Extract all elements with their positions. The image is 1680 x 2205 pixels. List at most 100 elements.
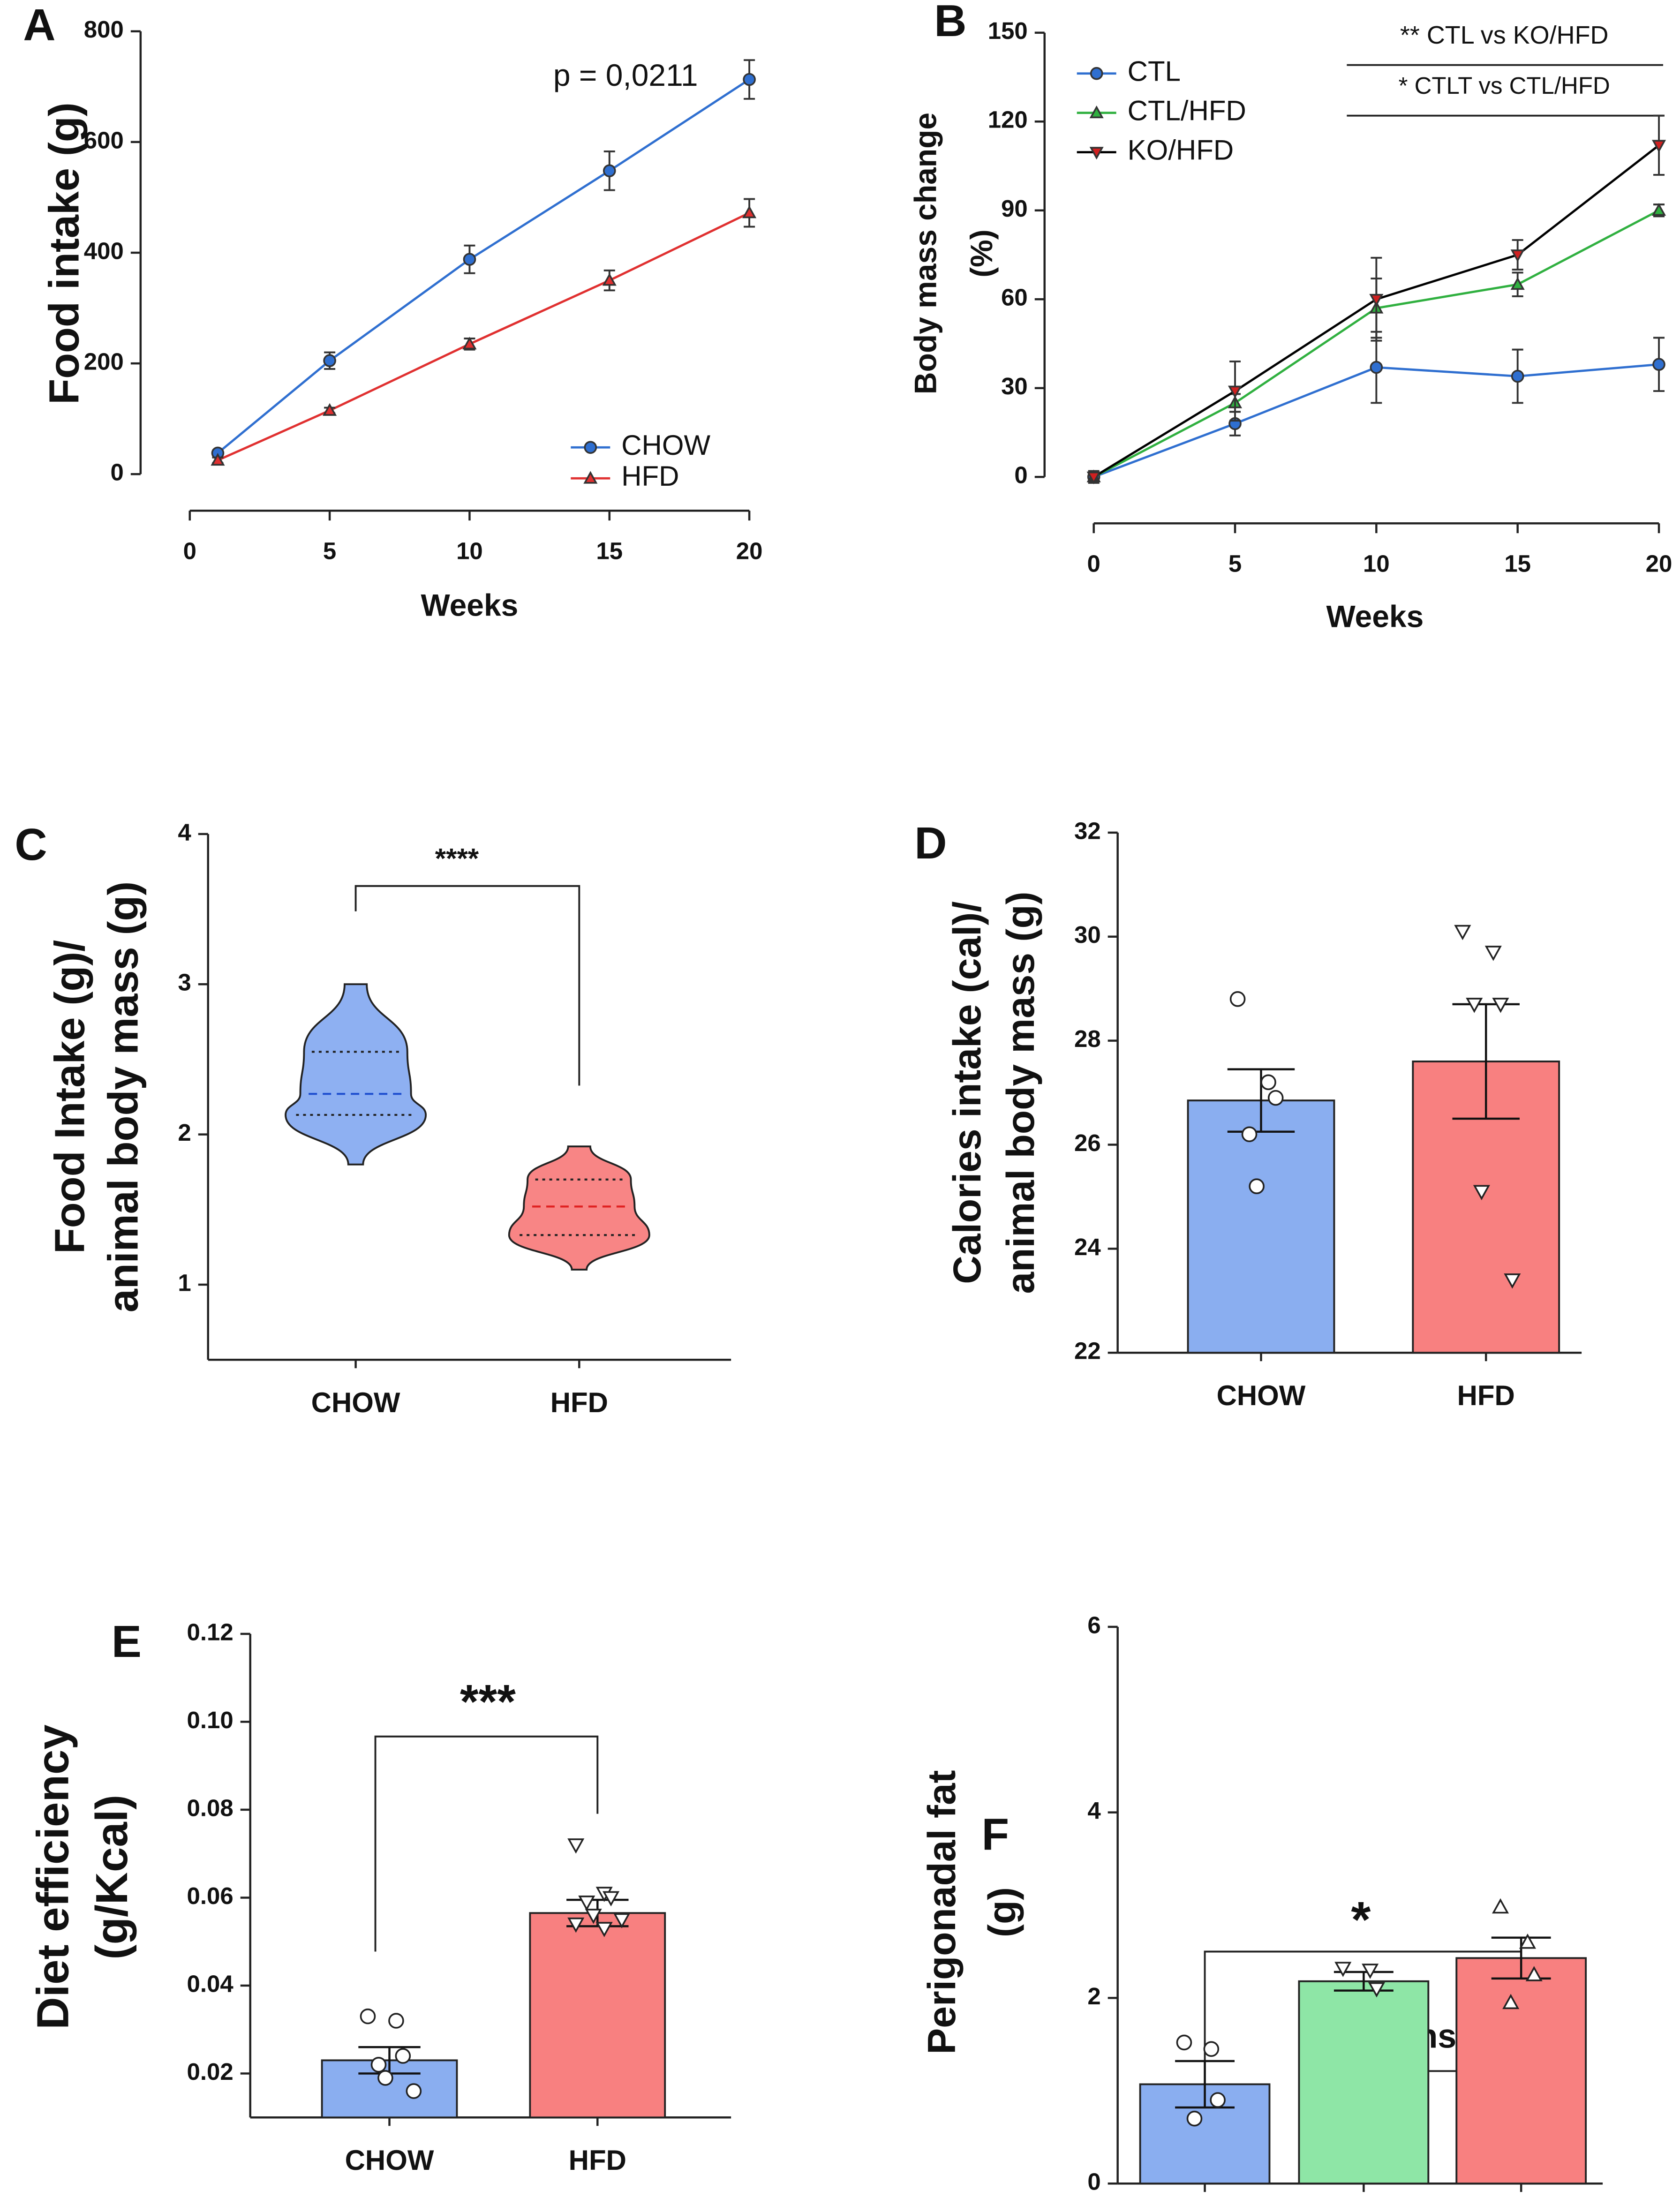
data-point <box>463 253 476 266</box>
y-tick-label: 400 <box>84 237 124 264</box>
legend-label: CHOW <box>621 429 710 461</box>
y-tick-label: 600 <box>84 127 124 153</box>
x-tick-label: 0 <box>183 538 196 564</box>
y-axis-label: Body mass change <box>908 113 942 394</box>
y-tick-label: 30 <box>1074 921 1101 948</box>
data-point <box>1249 1178 1265 1194</box>
y-tick-label: 0.04 <box>187 1970 234 1997</box>
y-axis-label: Diet efficiency <box>28 1724 78 2029</box>
y-tick-label: 24 <box>1074 1234 1101 1260</box>
x-tick-label: 20 <box>1646 550 1672 577</box>
y-tick-label: 28 <box>1074 1025 1101 1052</box>
y-tick-label: 200 <box>84 348 124 375</box>
bar <box>529 1912 666 2119</box>
y-axis-label: (g) <box>980 1887 1024 1937</box>
data-point <box>1086 471 1101 484</box>
x-tick-label: CHOW <box>345 2145 434 2176</box>
data-point <box>1210 2092 1226 2108</box>
y-tick-label: 0.12 <box>187 1618 234 1645</box>
data-point <box>1176 2034 1192 2051</box>
data-point <box>1229 991 1246 1007</box>
y-tick-label: 150 <box>988 17 1028 44</box>
y-tick-label: 0 <box>110 459 123 486</box>
y-axis-label: (%) <box>964 229 999 278</box>
y-tick-label: 0.08 <box>187 1794 234 1821</box>
y-tick-label: 90 <box>1001 195 1028 222</box>
data-point <box>1454 925 1471 941</box>
data-point <box>1334 1962 1352 1977</box>
data-point <box>567 1917 585 1933</box>
y-axis-label: Perigonadal fat <box>919 1770 964 2054</box>
x-axis-label: Weeks <box>1326 599 1424 633</box>
legend-label: KO/HFD <box>1128 134 1234 166</box>
x-tick-label: CHOW <box>311 1387 400 1418</box>
violin <box>285 983 427 1166</box>
data-point <box>742 205 757 218</box>
data-point <box>1267 1090 1284 1106</box>
data-point <box>1228 385 1243 399</box>
data-point <box>578 1896 595 1911</box>
data-point <box>1652 358 1665 371</box>
data-point <box>1525 1966 1543 1981</box>
y-tick-label: 1 <box>178 1269 191 1296</box>
x-tick-label: HFD <box>569 2145 626 2176</box>
error-bar <box>1452 1003 1520 1120</box>
legend-marker <box>1090 67 1103 80</box>
x-tick-label: CHOW <box>1217 1380 1306 1411</box>
data-point <box>1466 998 1483 1013</box>
y-tick-label: 6 <box>1087 1611 1100 1638</box>
data-point <box>1368 1982 1386 1998</box>
panel-label: C <box>15 820 47 870</box>
data-point <box>1511 369 1524 383</box>
data-point <box>406 2083 422 2099</box>
bracket <box>374 1735 599 1952</box>
panel-label: D <box>914 818 947 868</box>
data-point <box>360 2008 376 2024</box>
data-point <box>603 1891 620 1907</box>
violin <box>508 1145 650 1271</box>
data-point <box>377 2070 393 2086</box>
y-tick-label: 4 <box>1087 1797 1101 1824</box>
x-tick-label: HFD <box>550 1387 608 1418</box>
panel-label: F <box>982 1809 1010 1859</box>
y-tick-label: 60 <box>1001 284 1028 311</box>
legend-marker <box>1089 105 1104 119</box>
x-tick-label: 0 <box>1087 550 1100 577</box>
panel-label: B <box>934 0 966 46</box>
legend-marker <box>584 441 597 454</box>
x-tick-label: 20 <box>736 538 763 564</box>
data-point <box>1651 140 1666 153</box>
y-tick-label: 0.02 <box>187 2058 234 2085</box>
data-point <box>1186 2110 1203 2127</box>
y-tick-label: 3 <box>178 969 191 996</box>
legend-label: CTL <box>1128 56 1181 87</box>
data-point <box>395 2048 411 2064</box>
data-point <box>1504 1273 1521 1289</box>
data-point <box>595 1922 613 1937</box>
bar <box>1187 1099 1335 1354</box>
annotation: p = 0,0211 <box>553 58 698 92</box>
data-point <box>1203 2041 1220 2057</box>
series-line <box>217 78 750 454</box>
y-axis-label: animal body mass (g) <box>998 891 1042 1294</box>
y-tick-label: 0.06 <box>187 1882 234 1909</box>
data-point <box>1492 998 1509 1013</box>
data-point <box>603 164 616 178</box>
y-tick-label: 120 <box>988 106 1028 133</box>
data-point <box>370 2056 387 2073</box>
y-axis-label: Food Intake (g)/ <box>47 940 94 1254</box>
data-point <box>602 273 617 286</box>
annotation: ** CTL vs KO/HFD <box>1400 21 1609 49</box>
data-point <box>1651 203 1666 216</box>
x-tick-label: 15 <box>1504 550 1531 577</box>
x-tick-label: 10 <box>456 538 483 564</box>
data-point <box>613 1913 631 1929</box>
annotation: * CTLT vs CTL/HFD <box>1399 72 1610 99</box>
data-point <box>1519 1934 1537 1949</box>
data-point <box>388 2013 404 2029</box>
annotation: * <box>1351 1891 1371 1948</box>
data-point <box>323 354 336 368</box>
data-point <box>1484 946 1502 961</box>
y-axis-label: animal body mass (g) <box>100 881 147 1313</box>
